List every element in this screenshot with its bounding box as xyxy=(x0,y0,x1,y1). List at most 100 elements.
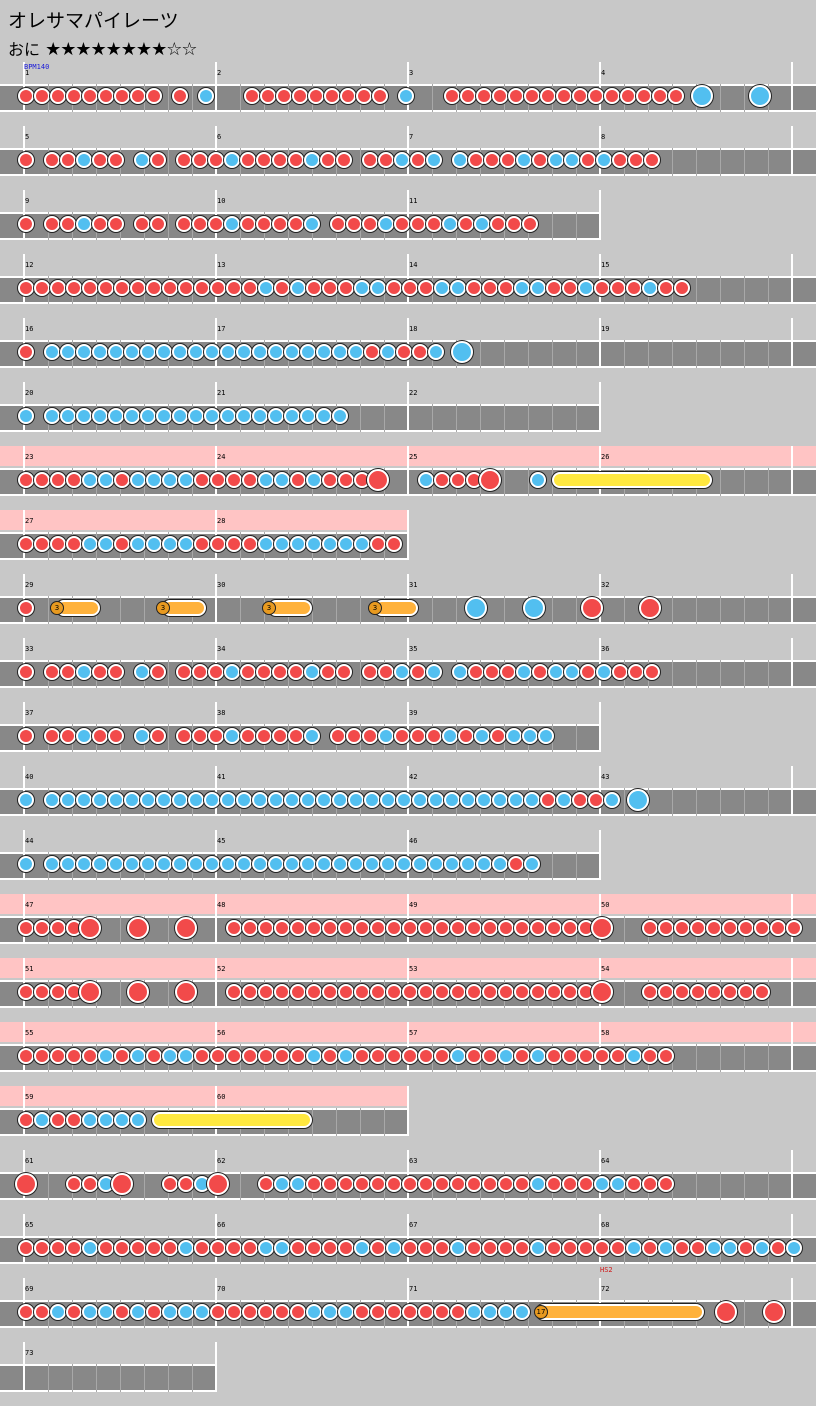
ka-note xyxy=(322,536,338,552)
don-note xyxy=(240,664,256,680)
chart-row: 44 45 46 xyxy=(0,830,816,894)
bar-line xyxy=(599,254,601,304)
don-note xyxy=(546,1176,562,1192)
don-note xyxy=(242,1240,258,1256)
ka-note xyxy=(130,1304,146,1320)
ka-note xyxy=(92,408,108,424)
measure-number: 40 xyxy=(25,773,34,781)
don-note xyxy=(242,472,258,488)
don-note xyxy=(290,1048,306,1064)
chart-row: 61 62 63 64 xyxy=(0,1150,816,1214)
bar-line xyxy=(215,1086,217,1136)
don-note xyxy=(690,984,706,1000)
chart-row: 55 56 57 58 xyxy=(0,1022,816,1086)
beat-line xyxy=(144,596,145,624)
don-note xyxy=(82,280,98,296)
don-note xyxy=(114,1048,130,1064)
don-note xyxy=(146,280,162,296)
bar-line xyxy=(215,702,217,752)
don-note xyxy=(178,1176,194,1192)
bar-line xyxy=(23,958,25,1008)
beat-line xyxy=(744,596,745,624)
don-note xyxy=(44,152,60,168)
bar-line xyxy=(407,446,409,496)
ka-note xyxy=(722,1240,738,1256)
don-note xyxy=(346,216,362,232)
don-note xyxy=(178,280,194,296)
don-note xyxy=(372,88,388,104)
don-note xyxy=(322,1176,338,1192)
don-note xyxy=(290,1304,306,1320)
don-note xyxy=(306,1240,322,1256)
don-note xyxy=(556,88,572,104)
ka-note xyxy=(252,856,268,872)
measure-number: 23 xyxy=(25,453,34,461)
measure-number: 48 xyxy=(217,901,226,909)
measure-number: 35 xyxy=(409,645,418,653)
ka-note xyxy=(706,1240,722,1256)
drumroll xyxy=(536,1304,704,1320)
ka-note xyxy=(426,152,442,168)
don-note xyxy=(402,920,418,936)
don-note xyxy=(386,1048,402,1064)
don-note xyxy=(580,152,596,168)
don-note xyxy=(34,472,50,488)
bar-line xyxy=(791,62,793,112)
don-note xyxy=(540,88,556,104)
ka-note xyxy=(274,472,290,488)
don-note xyxy=(226,536,242,552)
don-note xyxy=(146,88,162,104)
measure-number: 55 xyxy=(25,1029,34,1037)
measure-number: 3 xyxy=(409,69,414,77)
don-note xyxy=(466,1048,482,1064)
don-note xyxy=(434,472,450,488)
big-don-note xyxy=(127,917,149,939)
beat-line xyxy=(768,340,769,368)
ka-note xyxy=(450,1240,466,1256)
don-note xyxy=(610,1240,626,1256)
don-note xyxy=(194,1048,210,1064)
don-note xyxy=(508,856,524,872)
don-note xyxy=(722,920,738,936)
don-note xyxy=(514,1176,530,1192)
beat-line xyxy=(576,404,577,432)
ka-note xyxy=(290,280,306,296)
ka-note xyxy=(92,856,108,872)
bar-line xyxy=(407,638,409,688)
don-note xyxy=(114,88,130,104)
ka-note xyxy=(418,472,434,488)
ka-note xyxy=(452,664,468,680)
don-note xyxy=(652,88,668,104)
don-note xyxy=(378,664,394,680)
don-note xyxy=(322,1240,338,1256)
measure-number: 36 xyxy=(601,645,610,653)
ka-note xyxy=(172,856,188,872)
ka-note xyxy=(98,1304,114,1320)
don-note xyxy=(256,728,272,744)
chart-row: 59 60 xyxy=(0,1086,816,1150)
bar-line xyxy=(407,1086,409,1136)
ka-note xyxy=(108,344,124,360)
ka-note xyxy=(290,1176,306,1192)
don-note xyxy=(362,664,378,680)
beat-line xyxy=(624,916,625,944)
don-note xyxy=(418,280,434,296)
ka-note xyxy=(268,856,284,872)
beat-line xyxy=(168,148,169,176)
don-note xyxy=(418,1304,434,1320)
don-note xyxy=(34,984,50,1000)
ka-note xyxy=(252,792,268,808)
don-note xyxy=(320,152,336,168)
ka-note xyxy=(626,1048,642,1064)
don-note xyxy=(370,1048,386,1064)
measure-number: 18 xyxy=(409,325,418,333)
don-note xyxy=(108,664,124,680)
don-note xyxy=(674,280,690,296)
don-note xyxy=(18,600,34,616)
don-note xyxy=(98,1240,114,1256)
ka-note xyxy=(354,536,370,552)
bar-line xyxy=(23,702,25,752)
measure-number: 2 xyxy=(217,69,222,77)
ka-note xyxy=(82,472,98,488)
ka-note xyxy=(284,408,300,424)
